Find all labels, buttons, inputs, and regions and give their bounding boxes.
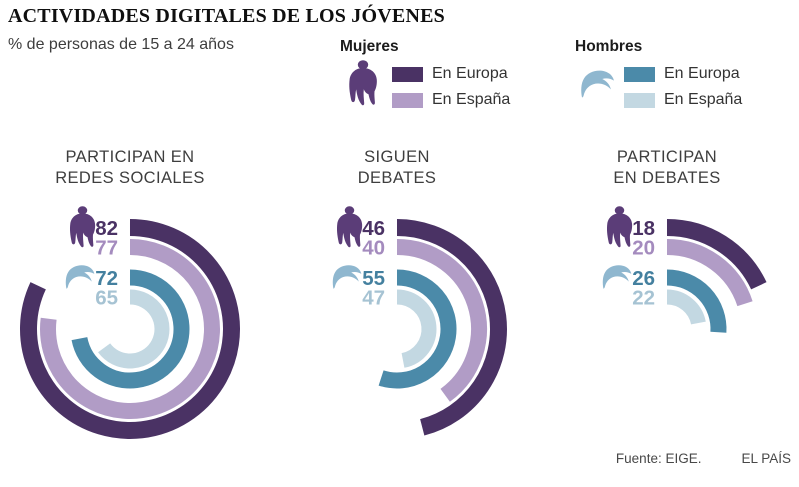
legend-item-mujeres-espana: En España [392, 91, 510, 109]
chart-title-line: PARTICIPAN [616, 148, 718, 166]
legend-item-hombres-europa: En Europa [624, 65, 740, 83]
value-label-mujeres-europa: 18 [632, 217, 655, 240]
legend-hombres: Hombres En Europa En España [575, 38, 775, 110]
arc-hombres-espana [98, 289, 170, 369]
chart-participan-en-debates: PARTICIPAN EN DEBATES 18 20 26 22 [536, 147, 798, 333]
man-icon [602, 265, 632, 289]
arc-hombres-espana [666, 289, 706, 325]
woman-icon [69, 206, 96, 248]
arc-mujeres-europa [666, 219, 767, 290]
swatch-hombres-europa [624, 66, 655, 82]
woman-icon [345, 60, 381, 106]
arc-hombres-europa [378, 269, 457, 389]
chart-participan-redes-sociales: PARTICIPAN EN REDES SOCIALES 82 77 72 65 [0, 147, 261, 439]
value-label-hombres-europa: 72 [95, 267, 118, 290]
arc-hombres-europa [666, 269, 727, 333]
chart-title-line: SIGUEN [364, 148, 430, 166]
chart-title-line: DEBATES [357, 168, 437, 187]
legend-item-mujeres-europa: En Europa [392, 65, 508, 83]
source-line: Fuente: EIGE. EL PAÍS [0, 451, 791, 466]
page-title: ACTIVIDADES DIGITALES DE LOS JÓVENES [8, 5, 445, 27]
chart-title: PARTICIPAN EN REDES SOCIALES [0, 147, 261, 188]
chart-siguen-debates: SIGUEN DEBATES 46 40 55 47 [266, 147, 528, 436]
swatch-hombres-espana [624, 92, 655, 108]
legend-item-label: En España [432, 91, 511, 108]
man-icon [577, 67, 618, 99]
value-label-mujeres-espana: 77 [95, 236, 118, 259]
legend-item-hombres-espana: En España [624, 91, 742, 109]
value-label-mujeres-europa: 82 [95, 217, 118, 240]
legend-mujeres: Mujeres En Europa En España [340, 38, 540, 110]
swatch-mujeres-europa [392, 66, 423, 82]
man-icon [65, 265, 95, 289]
woman-icon [336, 206, 363, 248]
legend-mujeres-label: Mujeres [340, 38, 399, 55]
arc-mujeres-espana [40, 239, 220, 419]
value-label-mujeres-espana: 20 [632, 236, 655, 259]
value-label-hombres-espana: 22 [632, 286, 655, 309]
legend-hombres-label: Hombres [575, 38, 643, 55]
chart-title-line: EN DEBATES [613, 168, 721, 187]
value-label-hombres-espana: 65 [95, 286, 118, 309]
arc-mujeres-europa [396, 219, 507, 436]
swatch-mujeres-espana [392, 92, 423, 108]
value-label-hombres-europa: 55 [362, 267, 385, 290]
arc-mujeres-europa [20, 219, 240, 439]
chart-title-line: REDES SOCIALES [55, 168, 205, 187]
woman-icon [606, 206, 633, 248]
arc-hombres-espana [396, 289, 437, 368]
chart-title: PARTICIPAN EN DEBATES [536, 147, 798, 188]
credit-text: EL PAÍS [741, 451, 791, 466]
chart-title: SIGUEN DEBATES [266, 147, 528, 188]
man-icon [332, 265, 362, 289]
arc-mujeres-espana [396, 239, 487, 402]
arc-hombres-europa [71, 269, 190, 389]
source-text: Fuente: EIGE. [615, 451, 702, 466]
value-label-mujeres-europa: 46 [362, 217, 385, 240]
legend-item-label: En Europa [432, 65, 508, 82]
value-label-hombres-espana: 47 [362, 286, 385, 309]
legend-item-label: En España [664, 91, 743, 108]
legend-item-label: En Europa [664, 65, 740, 82]
arc-mujeres-espana [666, 239, 753, 307]
value-label-mujeres-espana: 40 [362, 236, 385, 259]
subtitle: % de personas de 15 a 24 años [8, 36, 234, 53]
value-label-hombres-europa: 26 [632, 267, 655, 290]
chart-title-line: PARTICIPAN EN [65, 148, 195, 166]
